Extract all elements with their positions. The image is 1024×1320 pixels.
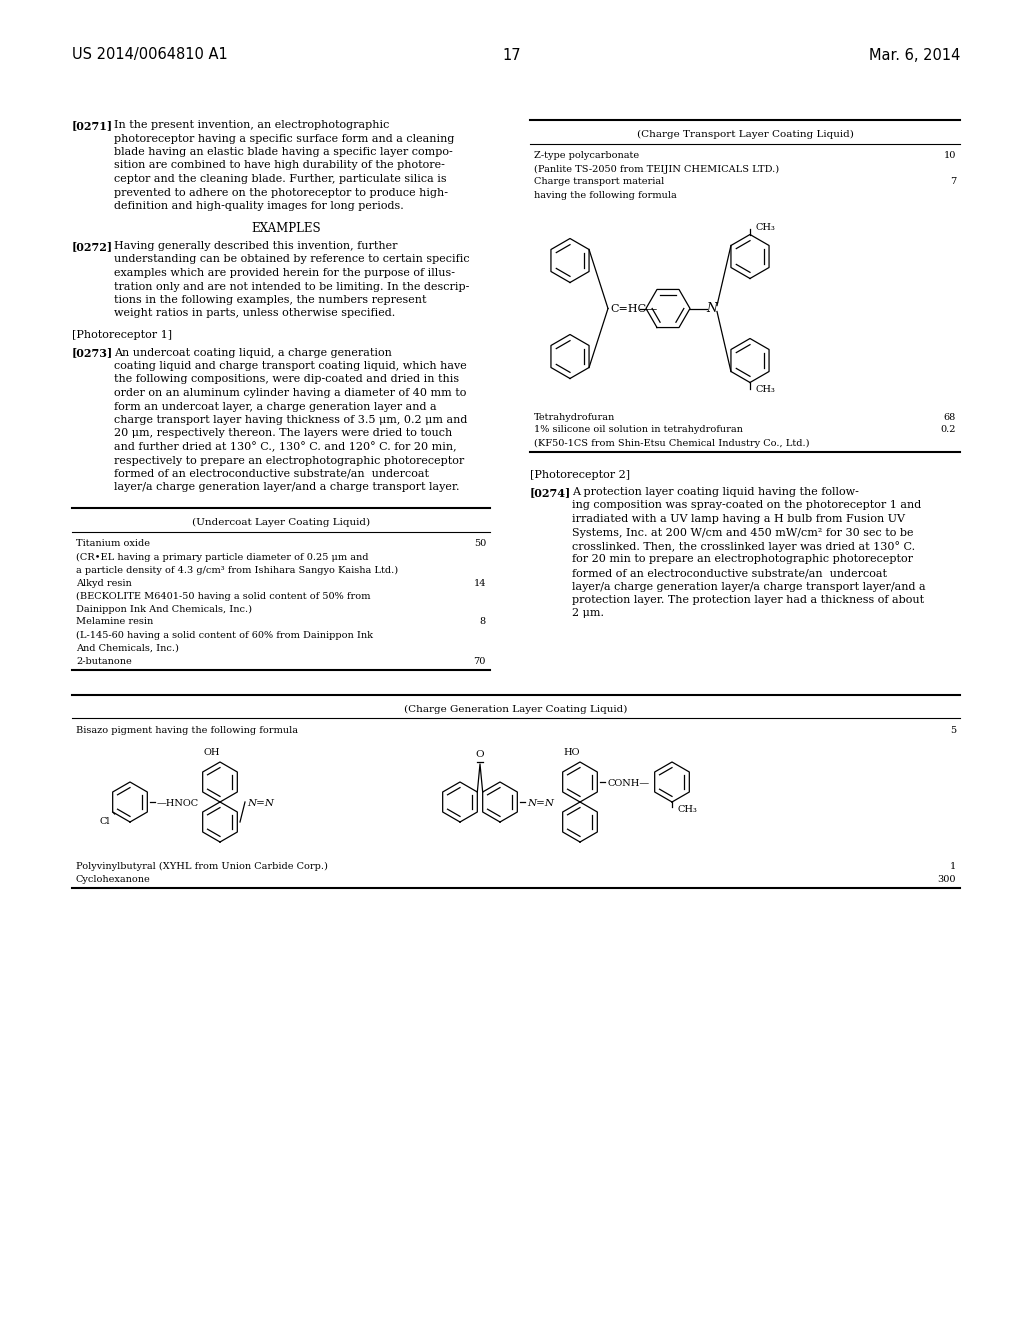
Text: having the following formula: having the following formula	[534, 190, 677, 199]
Text: CH₃: CH₃	[755, 385, 775, 395]
Text: OH: OH	[204, 748, 220, 756]
Text: 5: 5	[950, 726, 956, 735]
Text: definition and high-quality images for long periods.: definition and high-quality images for l…	[114, 201, 403, 211]
Text: 14: 14	[473, 578, 486, 587]
Text: And Chemicals, Inc.): And Chemicals, Inc.)	[76, 644, 179, 652]
Text: CH₃: CH₃	[677, 805, 697, 814]
Text: HO: HO	[564, 748, 581, 756]
Text: form an undercoat layer, a charge generation layer and a: form an undercoat layer, a charge genera…	[114, 401, 436, 412]
Text: In the present invention, an electrophotographic: In the present invention, an electrophot…	[114, 120, 389, 129]
Text: sition are combined to have high durability of the photore-: sition are combined to have high durabil…	[114, 161, 444, 170]
Text: 70: 70	[474, 656, 486, 665]
Text: 7: 7	[949, 177, 956, 186]
Text: —HNOC: —HNOC	[157, 799, 199, 808]
Text: blade having an elastic blade having a specific layer compo-: blade having an elastic blade having a s…	[114, 147, 453, 157]
Text: [0271]: [0271]	[72, 120, 113, 131]
Text: 2-butanone: 2-butanone	[76, 656, 132, 665]
Text: [0274]: [0274]	[530, 487, 571, 498]
Text: Systems, Inc. at 200 W/cm and 450 mW/cm² for 30 sec to be: Systems, Inc. at 200 W/cm and 450 mW/cm²…	[572, 528, 913, 537]
Text: tration only and are not intended to be limiting. In the descrip-: tration only and are not intended to be …	[114, 281, 469, 292]
Text: examples which are provided herein for the purpose of illus-: examples which are provided herein for t…	[114, 268, 455, 279]
Text: An undercoat coating liquid, a charge generation: An undercoat coating liquid, a charge ge…	[114, 347, 392, 358]
Text: protection layer. The protection layer had a thickness of about: protection layer. The protection layer h…	[572, 595, 924, 605]
Text: Titanium oxide: Titanium oxide	[76, 540, 150, 549]
Text: (Charge Generation Layer Coating Liquid): (Charge Generation Layer Coating Liquid)	[404, 705, 628, 714]
Text: 68: 68	[944, 412, 956, 421]
Text: for 20 min to prepare an electrophotographic photoreceptor: for 20 min to prepare an electrophotogra…	[572, 554, 913, 565]
Text: (Charge Transport Layer Coating Liquid): (Charge Transport Layer Coating Liquid)	[637, 129, 853, 139]
Text: Cl: Cl	[99, 817, 110, 826]
Text: 17: 17	[503, 48, 521, 62]
Text: photoreceptor having a specific surface form and a cleaning: photoreceptor having a specific surface …	[114, 133, 455, 144]
Text: Melamine resin: Melamine resin	[76, 618, 154, 627]
Text: (Undercoat Layer Coating Liquid): (Undercoat Layer Coating Liquid)	[191, 517, 370, 527]
Text: C=HC—: C=HC—	[610, 304, 657, 314]
Text: weight ratios in parts, unless otherwise specified.: weight ratios in parts, unless otherwise…	[114, 309, 395, 318]
Text: Alkyd resin: Alkyd resin	[76, 578, 132, 587]
Text: 50: 50	[474, 540, 486, 549]
Text: [Photoreceptor 2]: [Photoreceptor 2]	[530, 470, 630, 479]
Text: charge transport layer having thickness of 3.5 μm, 0.2 μm and: charge transport layer having thickness …	[114, 414, 467, 425]
Text: 0.2: 0.2	[940, 425, 956, 434]
Text: 10: 10	[944, 152, 956, 161]
Text: (KF50-1CS from Shin-Etsu Chemical Industry Co., Ltd.): (KF50-1CS from Shin-Etsu Chemical Indust…	[534, 438, 810, 447]
Text: EXAMPLES: EXAMPLES	[251, 223, 321, 235]
Text: O: O	[476, 750, 484, 759]
Text: the following compositions, were dip-coated and dried in this: the following compositions, were dip-coa…	[114, 375, 459, 384]
Text: understanding can be obtained by reference to certain specific: understanding can be obtained by referen…	[114, 255, 470, 264]
Text: and further dried at 130° C., 130° C. and 120° C. for 20 min,: and further dried at 130° C., 130° C. an…	[114, 442, 457, 453]
Text: ing composition was spray-coated on the photoreceptor 1 and: ing composition was spray-coated on the …	[572, 500, 922, 511]
Text: Bisazo pigment having the following formula: Bisazo pigment having the following form…	[76, 726, 298, 735]
Text: 1% silicone oil solution in tetrahydrofuran: 1% silicone oil solution in tetrahydrofu…	[534, 425, 742, 434]
Text: CONH—: CONH—	[607, 779, 649, 788]
Text: N=N: N=N	[527, 799, 554, 808]
Text: Cyclohexanone: Cyclohexanone	[76, 875, 151, 884]
Text: formed of an electroconductive substrate/an  undercoat: formed of an electroconductive substrate…	[572, 568, 887, 578]
Text: US 2014/0064810 A1: US 2014/0064810 A1	[72, 48, 227, 62]
Text: formed of an electroconductive substrate/an  undercoat: formed of an electroconductive substrate…	[114, 469, 429, 479]
Text: [0272]: [0272]	[72, 242, 113, 252]
Text: coating liquid and charge transport coating liquid, which have: coating liquid and charge transport coat…	[114, 360, 467, 371]
Text: (L-145-60 having a solid content of 60% from Dainippon Ink: (L-145-60 having a solid content of 60% …	[76, 631, 373, 640]
Text: prevented to adhere on the photoreceptor to produce high-: prevented to adhere on the photoreceptor…	[114, 187, 449, 198]
Text: layer/a charge generation layer/and a charge transport layer.: layer/a charge generation layer/and a ch…	[114, 483, 460, 492]
Text: Polyvinylbutyral (XYHL from Union Carbide Corp.): Polyvinylbutyral (XYHL from Union Carbid…	[76, 862, 328, 871]
Text: Charge transport material: Charge transport material	[534, 177, 665, 186]
Text: order on an aluminum cylinder having a diameter of 40 mm to: order on an aluminum cylinder having a d…	[114, 388, 466, 399]
Text: N=N: N=N	[247, 799, 274, 808]
Text: 300: 300	[938, 875, 956, 884]
Text: Z-type polycarbonate: Z-type polycarbonate	[534, 152, 639, 161]
Text: 20 μm, respectively thereon. The layers were dried to touch: 20 μm, respectively thereon. The layers …	[114, 429, 453, 438]
Text: a particle density of 4.3 g/cm³ from Ishihara Sangyo Kaisha Ltd.): a particle density of 4.3 g/cm³ from Ish…	[76, 565, 398, 574]
Text: crosslinked. Then, the crosslinked layer was dried at 130° C.: crosslinked. Then, the crosslinked layer…	[572, 541, 915, 552]
Text: 1: 1	[949, 862, 956, 871]
Text: ceptor and the cleaning blade. Further, particulate silica is: ceptor and the cleaning blade. Further, …	[114, 174, 446, 183]
Text: (Panlite TS-2050 from TEIJIN CHEMICALS LTD.): (Panlite TS-2050 from TEIJIN CHEMICALS L…	[534, 165, 779, 174]
Text: irradiated with a UV lamp having a H bulb from Fusion UV: irradiated with a UV lamp having a H bul…	[572, 513, 905, 524]
Text: Dainippon Ink And Chemicals, Inc.): Dainippon Ink And Chemicals, Inc.)	[76, 605, 252, 614]
Text: layer/a charge generation layer/a charge transport layer/and a: layer/a charge generation layer/a charge…	[572, 582, 926, 591]
Text: (CR•EL having a primary particle diameter of 0.25 μm and: (CR•EL having a primary particle diamete…	[76, 553, 369, 561]
Text: Tetrahydrofuran: Tetrahydrofuran	[534, 412, 615, 421]
Text: 8: 8	[480, 618, 486, 627]
Text: N: N	[707, 302, 718, 315]
Text: A protection layer coating liquid having the follow-: A protection layer coating liquid having…	[572, 487, 859, 498]
Text: Having generally described this invention, further: Having generally described this inventio…	[114, 242, 397, 251]
Text: (BECKOLITE M6401-50 having a solid content of 50% from: (BECKOLITE M6401-50 having a solid conte…	[76, 591, 371, 601]
Text: Mar. 6, 2014: Mar. 6, 2014	[868, 48, 961, 62]
Text: CH₃: CH₃	[755, 223, 775, 231]
Text: [Photoreceptor 1]: [Photoreceptor 1]	[72, 330, 172, 341]
Text: 2 μm.: 2 μm.	[572, 609, 604, 619]
Text: tions in the following examples, the numbers represent: tions in the following examples, the num…	[114, 294, 427, 305]
Text: respectively to prepare an electrophotographic photoreceptor: respectively to prepare an electrophotog…	[114, 455, 464, 466]
Text: [0273]: [0273]	[72, 347, 114, 359]
